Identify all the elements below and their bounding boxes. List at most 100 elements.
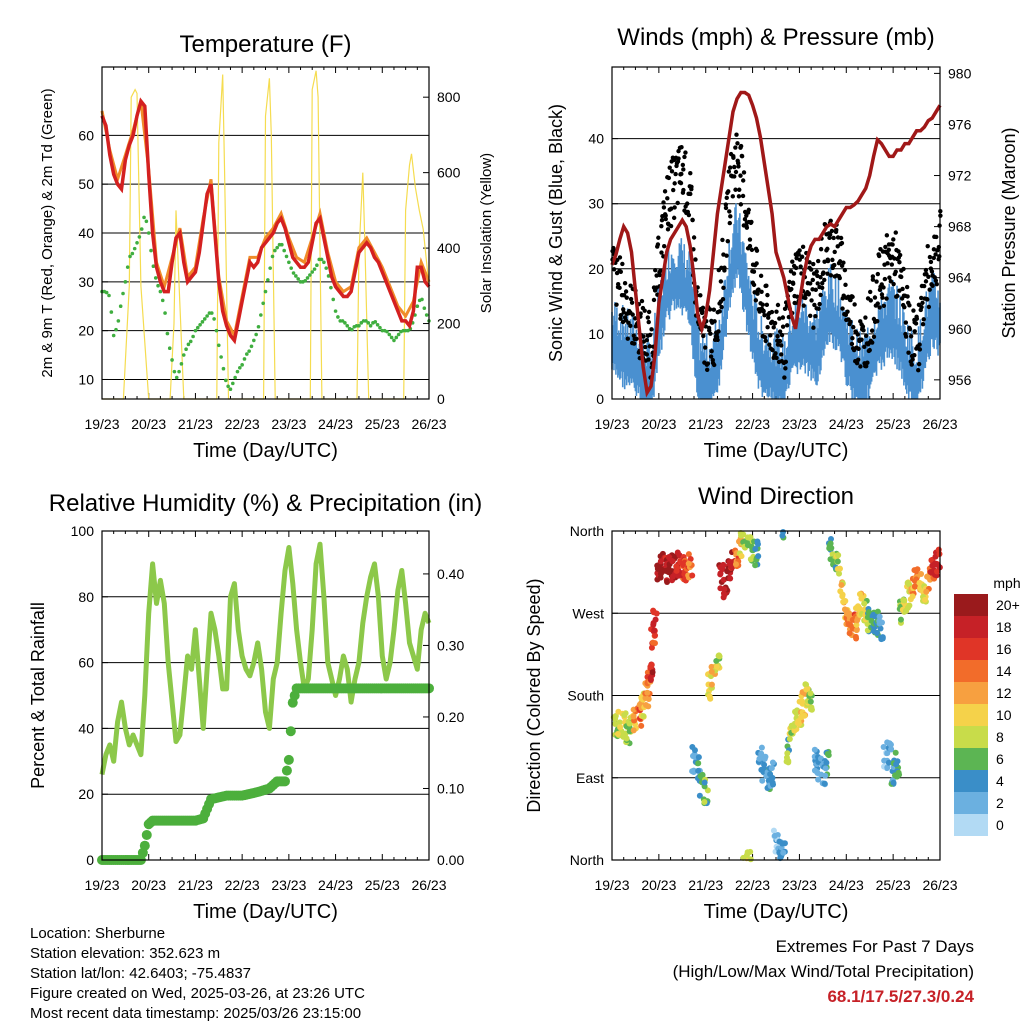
- gust-point: [735, 141, 740, 146]
- dewpoint-point: [270, 254, 275, 259]
- gust-point: [674, 163, 679, 169]
- gust-point: [711, 362, 717, 368]
- gust-point: [657, 272, 663, 278]
- y-tick-label: South: [567, 688, 604, 704]
- gust-point: [723, 205, 729, 211]
- dewpoint-point: [247, 349, 251, 353]
- dewpoint-point: [303, 279, 308, 283]
- gust-point: [653, 267, 658, 273]
- gust-point: [663, 213, 668, 218]
- gust-point: [765, 325, 770, 330]
- dewpoint-point: [221, 366, 226, 371]
- dewpoint-point: [228, 387, 233, 392]
- gust-point: [796, 252, 801, 257]
- direction-point: [876, 613, 883, 620]
- gust-point: [923, 279, 929, 284]
- precip-point: [139, 840, 150, 851]
- gust-point: [736, 194, 742, 199]
- gust-point: [705, 361, 711, 366]
- precip-point: [283, 754, 294, 765]
- gust-point: [926, 274, 931, 279]
- gust-point: [628, 323, 633, 329]
- gust-point: [884, 233, 890, 238]
- gust-point: [733, 145, 738, 150]
- direction-point: [884, 750, 891, 757]
- gust-point: [920, 322, 926, 327]
- gust-point: [896, 249, 901, 254]
- gust-point: [835, 244, 840, 249]
- direction-point: [824, 750, 831, 757]
- gust-point: [746, 207, 751, 213]
- dewpoint-point: [322, 260, 326, 265]
- gust-point: [669, 206, 674, 211]
- direction-point: [923, 588, 930, 595]
- gust-point: [737, 187, 742, 192]
- direction-point: [768, 765, 775, 772]
- gust-point: [719, 265, 724, 270]
- direction-point: [673, 563, 680, 570]
- gust-point: [818, 275, 823, 280]
- plot-frame: [101, 530, 430, 861]
- direction-point: [645, 696, 652, 703]
- dewpoint-point: [422, 306, 427, 310]
- gust-point: [623, 289, 629, 294]
- dewpoint-point: [343, 321, 347, 325]
- dewpoint-point: [375, 322, 380, 327]
- gust-point: [815, 281, 820, 286]
- direction-point: [853, 635, 860, 642]
- gust-point: [629, 300, 635, 305]
- dewpoint-point: [165, 331, 170, 336]
- direction-point: [724, 568, 731, 575]
- gust-point: [751, 269, 757, 274]
- colorbar-label: 18: [996, 619, 1012, 635]
- gust-point: [689, 186, 694, 192]
- direction-point: [695, 760, 702, 767]
- gust-point: [838, 235, 844, 241]
- y2-tick-label: 800: [437, 89, 461, 105]
- dewpoint-point: [107, 293, 111, 298]
- gust-point: [887, 275, 892, 280]
- colorbar-label: 6: [996, 751, 1004, 767]
- gust-point: [919, 304, 924, 310]
- direction-point: [652, 616, 659, 623]
- gust-point: [693, 257, 698, 262]
- gust-point: [852, 302, 857, 307]
- direction-point: [811, 746, 818, 753]
- station-info: Location: Sherburne Station elevation: 3…: [30, 924, 365, 1024]
- gust-point: [645, 315, 651, 320]
- colorbar-swatch: [954, 770, 988, 792]
- direction-point: [803, 681, 810, 688]
- dewpoint-point: [261, 301, 265, 306]
- gust-point: [825, 246, 830, 252]
- gust-point: [672, 181, 677, 186]
- gust-point: [885, 261, 890, 266]
- gust-point: [787, 279, 792, 285]
- direction-point: [911, 567, 918, 574]
- dewpoint-point: [193, 328, 198, 333]
- dewpoint-point: [172, 369, 177, 374]
- direction-point: [695, 767, 702, 774]
- chart-title: Winds (mph) & Pressure (mb): [617, 24, 934, 51]
- gust-point: [869, 328, 875, 333]
- gust-point: [720, 296, 726, 302]
- direction-point: [649, 669, 656, 676]
- dewpoint-point: [123, 280, 128, 284]
- x-tick-label: 19/23: [84, 877, 119, 893]
- gust-point: [756, 287, 761, 292]
- dewpoint-point: [233, 375, 237, 380]
- gust-point: [639, 298, 645, 304]
- direction-point: [895, 769, 902, 776]
- direction-point: [685, 551, 692, 558]
- x-tick-label: 20/23: [641, 416, 676, 432]
- gust-point: [800, 244, 806, 250]
- x-tick-label: 20/23: [131, 877, 166, 893]
- direction-point: [887, 741, 894, 748]
- direction-point: [689, 572, 696, 579]
- dewpoint-point: [139, 227, 144, 231]
- gust-point: [868, 289, 873, 295]
- direction-point: [815, 776, 822, 783]
- x-tick-label: 25/23: [365, 416, 400, 432]
- y2-tick-label: 968: [948, 219, 972, 235]
- gust-point: [701, 333, 706, 339]
- dewpoint-point: [345, 323, 350, 328]
